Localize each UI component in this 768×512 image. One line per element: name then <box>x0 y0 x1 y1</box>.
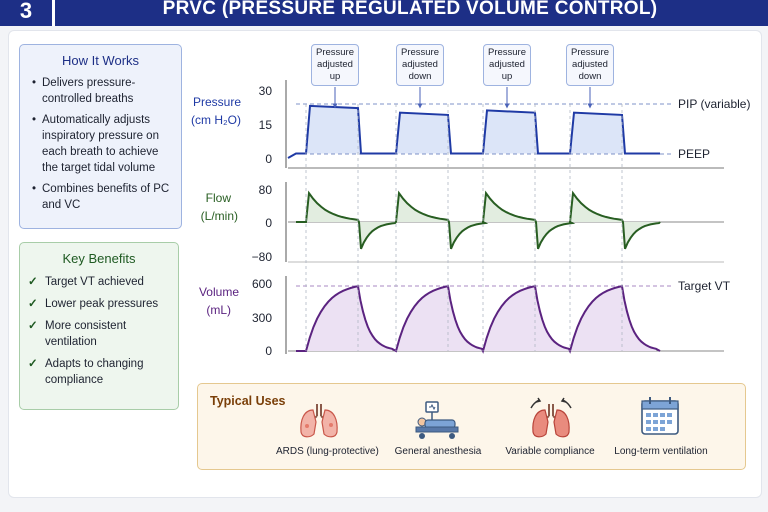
callout-text: adjusted <box>489 59 525 70</box>
key-benefits-title: Key Benefits <box>62 251 136 266</box>
use-label: Long-term ventilation <box>614 446 708 457</box>
callout-pressure-up: Pressure adjusted up <box>483 44 531 86</box>
tick-label: 80 <box>259 183 273 197</box>
breath-guides <box>305 104 623 351</box>
pressure-area <box>306 105 625 154</box>
patient-bed-icon <box>415 401 459 439</box>
list-item: Delivers pressure-controlled breaths <box>32 75 176 107</box>
list-item: ✓ Target VT achieved <box>28 274 174 290</box>
callout-text: Pressure <box>315 47 354 58</box>
key-benefits-list: ✓ Target VT achieved ✓ Lower peak pressure… <box>28 274 174 394</box>
section-number: 3 <box>0 0 55 26</box>
volume-unit: (mL) <box>206 303 231 317</box>
check-icon: ✓ <box>28 298 38 310</box>
target-vt-label: Target VT <box>678 279 731 293</box>
typical-uses-panel: Typical Uses ARDS (lung-protective) Gene… <box>197 383 746 470</box>
tick-label: 300 <box>252 311 272 325</box>
pip-label: PIP (variable) <box>678 97 750 111</box>
tick-label: 0 <box>265 152 272 166</box>
tick-label: 0 <box>265 344 272 358</box>
header-bar: 3 PRVC (PRESSURE REGULATED VOLUME CONTRO… <box>0 0 768 26</box>
how-it-works-title: How It Works <box>61 53 140 68</box>
flow-trace <box>296 190 661 250</box>
benefit-text: More consistent ventilation <box>45 320 127 348</box>
callout-text: down <box>408 71 432 82</box>
pressure-trace <box>287 104 660 159</box>
flow-unit: (L/min) <box>201 209 238 223</box>
use-label: General anesthesia <box>394 446 482 457</box>
callout-text: up <box>329 71 341 82</box>
tick-label: 30 <box>259 84 273 98</box>
callout-text: Pressure <box>570 47 609 58</box>
list-item: Combines benefits of PC and VC <box>32 181 176 213</box>
pressure-panel: Pressure (cm H₂O) 30 15 0 PIP (variable)… <box>191 80 750 169</box>
callout-pressure-down: Pressure adjusted down <box>566 44 614 86</box>
calendar-icon <box>641 397 679 435</box>
check-icon: ✓ <box>28 320 38 332</box>
pressure-ylabel: Pressure <box>193 95 241 109</box>
how-it-works-panel: How It Works Delivers pressure-controlle… <box>19 44 182 229</box>
check-icon: ✓ <box>28 358 38 370</box>
flow-area <box>306 193 659 249</box>
peep-label: PEEP <box>678 147 710 161</box>
list-item: Automatically adjusts inspiratory pressu… <box>32 112 176 176</box>
callout-text: up <box>501 71 513 82</box>
callout-text: Pressure <box>400 47 439 58</box>
callout-text: adjusted <box>317 59 353 70</box>
callout-arrows <box>332 87 593 109</box>
use-label: Variable compliance <box>505 446 595 457</box>
list-item: ✓ Adapts to changing compliance <box>28 356 174 388</box>
benefit-text: Adapts to changing compliance <box>45 358 144 386</box>
check-icon: ✓ <box>28 276 38 288</box>
volume-panel: Volume (mL) 600 300 0 Target VT <box>199 276 731 358</box>
tick-label: 15 <box>259 118 273 132</box>
list-item: ✓ More consistent ventilation <box>28 318 174 350</box>
typical-uses-title: Typical Uses <box>210 394 286 408</box>
benefit-text: Target VT achieved <box>45 276 144 288</box>
callout-text: Pressure <box>487 47 526 58</box>
pressure-unit: (cm H₂O) <box>191 113 241 127</box>
lungs-icon <box>300 404 338 438</box>
callout-pressure-down: Pressure adjusted down <box>396 44 444 86</box>
callout-text: down <box>578 71 602 82</box>
callout-pressure-up: Pressure adjusted up <box>311 44 359 86</box>
flow-panel: Flow (L/min) 80 0 −80 <box>201 182 724 264</box>
volume-trace <box>296 285 661 354</box>
flow-ylabel: Flow <box>206 191 232 205</box>
waveform-chart: Pressure (cm H₂O) 30 15 0 PIP (variable)… <box>191 80 750 358</box>
page-title: PRVC (PRESSURE REGULATED VOLUME CONTROL) <box>162 0 658 19</box>
lungs-arrows-icon <box>530 397 572 438</box>
benefit-text: Lower peak pressures <box>45 298 159 310</box>
how-it-works-list: Delivers pressure-controlled breaths Aut… <box>32 75 176 218</box>
tick-label: 600 <box>252 277 272 291</box>
tick-label: 0 <box>265 216 272 230</box>
use-label: ARDS (lung-protective) <box>276 446 379 457</box>
volume-ylabel: Volume <box>199 285 239 299</box>
key-benefits-panel: Key Benefits ✓ Target VT achieved ✓ Lower … <box>19 242 179 410</box>
list-item: ✓ Lower peak pressures <box>28 296 174 312</box>
callout-text: adjusted <box>572 59 608 70</box>
callout-text: adjusted <box>402 59 438 70</box>
tick-label: −80 <box>252 250 273 264</box>
volume-area <box>306 286 656 351</box>
